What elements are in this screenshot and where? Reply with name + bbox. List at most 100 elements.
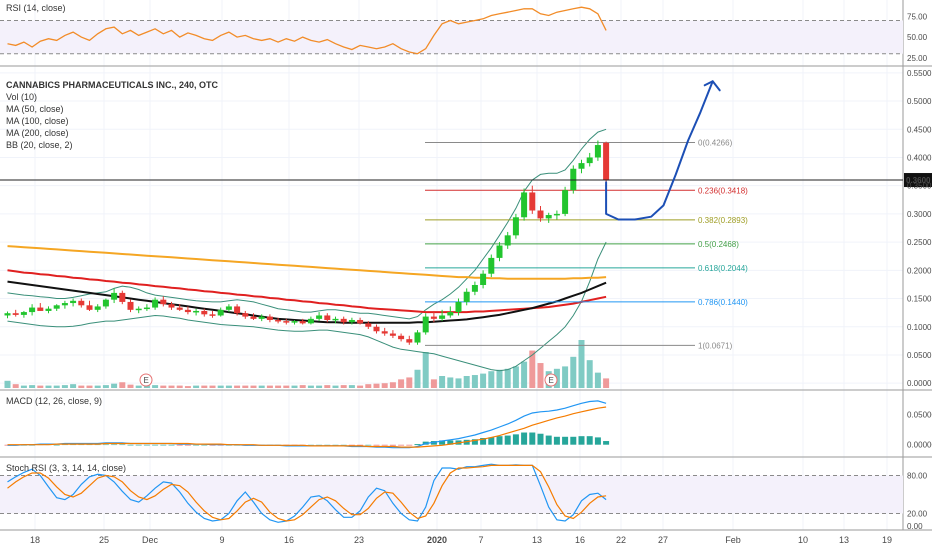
macd-histogram-bar <box>447 440 454 445</box>
volume-bar <box>603 378 610 388</box>
date-tick-label: 16 <box>284 535 294 545</box>
candle-body <box>234 306 241 314</box>
candle-body <box>316 315 323 319</box>
macd-histogram-bar <box>570 436 577 445</box>
macd-histogram-bar <box>316 444 323 446</box>
macd-pane[interactable] <box>4 400 610 449</box>
candle-body <box>463 291 470 302</box>
volume-bar <box>430 379 437 388</box>
volume-bar <box>217 385 224 388</box>
volume-bar <box>537 363 544 388</box>
volume-bar <box>45 385 52 388</box>
volume-bar <box>291 385 298 388</box>
date-tick-label: 9 <box>219 535 224 545</box>
price-pane[interactable]: E E 0(0.4266) 0.236(0.3418) 0.382(0.2893) 0.5… <box>0 80 932 388</box>
volume-bar <box>94 385 101 388</box>
indicator-label-ma200: MA (200, close) <box>6 128 69 138</box>
volume-bar <box>512 366 519 388</box>
current-price-badge <box>904 173 932 188</box>
price-tick-label: 0.5000 <box>907 97 932 106</box>
volume-bar <box>570 356 577 388</box>
volume-bar <box>439 376 446 388</box>
volume-bar <box>119 382 126 388</box>
candle-body <box>488 257 495 274</box>
candle-body <box>307 318 314 324</box>
candle-body <box>152 299 159 308</box>
volume-bar <box>20 385 27 388</box>
volume-bar <box>127 384 134 388</box>
volume-bar <box>225 385 232 388</box>
date-tick-label: 22 <box>616 535 626 545</box>
candle-body <box>504 235 511 246</box>
volume-bar <box>160 385 167 388</box>
candle-body <box>176 307 183 310</box>
candle-body <box>225 306 232 310</box>
macd-histogram-bar <box>357 444 364 446</box>
volume-bar <box>53 385 60 388</box>
macd-histogram-bar <box>512 434 519 445</box>
stoch-rsi-pane[interactable] <box>0 463 903 523</box>
volume-bar <box>447 377 454 388</box>
candle-body <box>578 163 585 169</box>
volume-bar <box>86 385 93 388</box>
earnings-marker-label: E <box>549 376 554 385</box>
date-tick-label: Dec <box>142 535 159 545</box>
volume-bar <box>406 377 413 388</box>
volume-bar <box>324 385 331 388</box>
candle-body <box>119 292 126 302</box>
candle-body <box>430 316 437 319</box>
bb-lower-line <box>7 241 607 372</box>
stoch-tick-label: 80.00 <box>907 472 928 481</box>
candle-body <box>135 308 142 311</box>
volume-bar <box>586 360 593 388</box>
rsi-tick-label: 50.00 <box>907 33 928 42</box>
date-tick-label: 27 <box>658 535 668 545</box>
earnings-marker <box>139 373 153 387</box>
panes-layer <box>0 0 932 531</box>
macd-histogram-bar <box>389 444 396 446</box>
rsi-band <box>0 20 903 54</box>
macd-histogram-bar <box>168 444 175 446</box>
macd-histogram-bar <box>348 444 355 446</box>
candle-body <box>348 319 355 323</box>
macd-histogram-bar <box>471 439 478 445</box>
candle-body <box>94 306 101 310</box>
volume-bar <box>184 386 191 388</box>
candle-body <box>78 300 85 306</box>
candle-body <box>275 319 282 322</box>
macd-histogram-bar <box>414 444 421 446</box>
candle-body <box>529 192 536 211</box>
volume-bar <box>422 352 429 388</box>
volume-bar <box>594 372 601 388</box>
date-tick-label: 2020 <box>427 535 447 545</box>
volume-bar <box>414 369 421 388</box>
volume-bar <box>307 385 314 388</box>
candle-body <box>61 303 68 306</box>
candle-body <box>365 323 372 327</box>
volume-bar <box>78 385 85 388</box>
candle-body <box>398 335 405 340</box>
date-tick-label: Feb <box>725 535 741 545</box>
macd-pane-label: MACD (12, 26, close, 9) <box>6 396 102 406</box>
price-tick-label: 0.0000 <box>907 379 932 388</box>
macd-histogram-bar <box>439 440 446 445</box>
price-tick-label: 0.1000 <box>907 323 932 332</box>
volume-bar <box>193 385 200 388</box>
macd-histogram-bar <box>365 444 372 446</box>
candle-body <box>455 301 462 313</box>
candle-body <box>86 305 93 310</box>
volume-bar <box>299 385 306 388</box>
rsi-tick-label: 75.00 <box>907 12 928 21</box>
date-tick-label: 23 <box>354 535 364 545</box>
candle-body <box>553 213 560 216</box>
rsi-pane[interactable] <box>0 6 903 55</box>
candle-body <box>258 316 265 319</box>
ma100-line <box>7 269 607 314</box>
fib-level-label: 0.236(0.3418) <box>698 186 748 195</box>
price-tick-label: 0.0500 <box>907 351 932 360</box>
volume-bar <box>529 350 536 388</box>
date-tick-label: 16 <box>575 535 585 545</box>
candle-body <box>324 315 331 320</box>
volume-bar <box>70 384 77 388</box>
